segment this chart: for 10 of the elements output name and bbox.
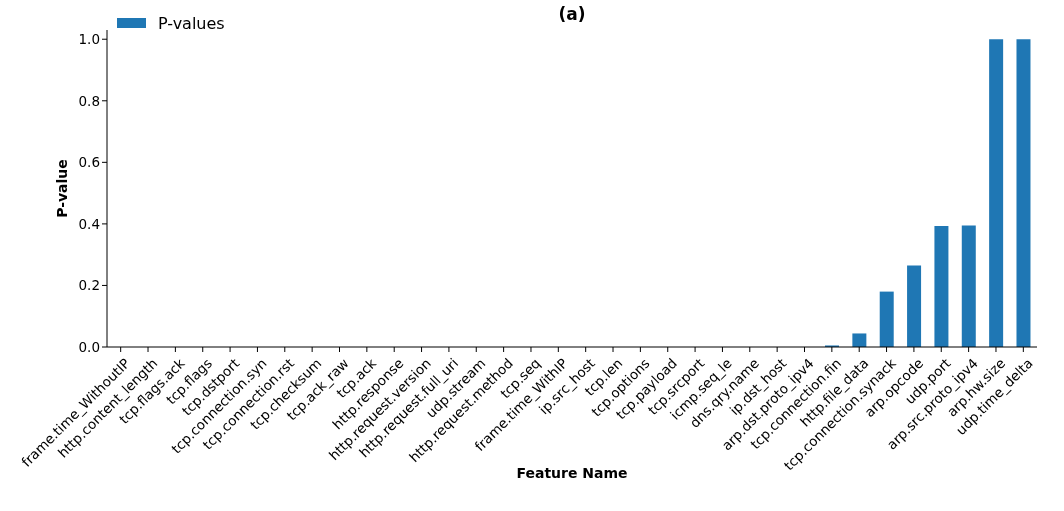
y-tick-label: 0.0: [78, 338, 100, 355]
x-axis-title: Feature Name: [516, 465, 628, 481]
y-tick-label: 0.2: [78, 277, 100, 294]
y-tick-label: 0.4: [78, 215, 100, 232]
legend-label: P-values: [158, 13, 225, 33]
y-axis-title: P-value: [53, 159, 70, 218]
chart-title: (a): [558, 4, 586, 24]
y-tick-label: 1.0: [78, 31, 100, 48]
y-tick-label: 0.8: [78, 92, 100, 109]
y-tick-label: 0.6: [78, 154, 100, 171]
